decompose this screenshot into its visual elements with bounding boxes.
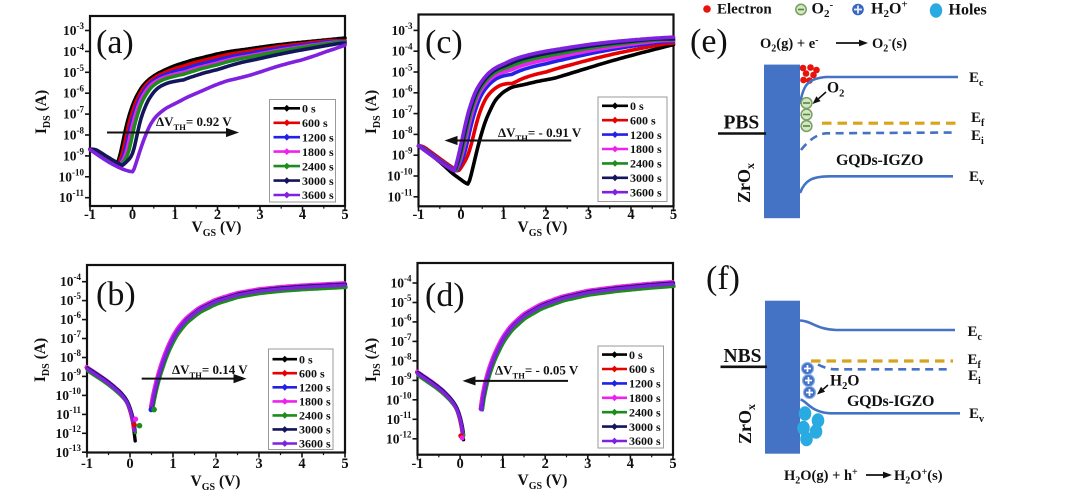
svg-text:3: 3 [256,207,263,223]
svg-text:2: 2 [542,207,549,223]
svg-text:3600 s: 3600 s [302,188,334,202]
svg-text:(a): (a) [96,24,134,61]
svg-text:3: 3 [584,456,591,472]
svg-text:2: 2 [212,456,219,472]
svg-text:(b): (b) [96,276,136,313]
svg-text:IDS (A): IDS (A) [32,338,52,382]
svg-text:3000 s: 3000 s [299,423,331,437]
svg-text:3000 s: 3000 s [630,171,662,185]
svg-text:1800 s: 1800 s [629,391,661,405]
svg-text:VGS (V): VGS (V) [191,473,241,492]
svg-text:ZrOx: ZrOx [734,163,757,203]
svg-text:2400 s: 2400 s [629,405,661,419]
svg-text:2400 s: 2400 s [299,409,331,423]
svg-text:NBS: NBS [724,346,762,367]
svg-text:VGS (V): VGS (V) [192,219,242,239]
svg-text:PBS: PBS [724,113,760,134]
svg-text:(f): (f) [706,260,740,297]
svg-text:2: 2 [542,456,549,472]
svg-text:-1: -1 [412,207,424,223]
svg-text:5: 5 [341,207,348,223]
svg-text:H2O+(s): H2O+(s) [894,467,943,487]
svg-text:-1: -1 [411,456,423,472]
svg-text:1800 s: 1800 s [630,142,662,156]
svg-text:1: 1 [171,207,178,223]
svg-text:1200 s: 1200 s [299,381,331,395]
svg-text:600 s: 600 s [299,366,325,380]
svg-text:2400 s: 2400 s [630,157,662,171]
svg-text:4: 4 [627,207,634,223]
svg-text:1200 s: 1200 s [629,377,661,391]
svg-text:(c): (c) [425,24,463,61]
svg-text:0: 0 [457,207,464,223]
svg-text:H2O+: H2O+ [871,0,908,20]
svg-text:1200 s: 1200 s [302,130,334,144]
svg-text:600 s: 600 s [302,116,328,130]
svg-text:3: 3 [255,456,262,472]
svg-text:4: 4 [299,207,306,223]
svg-text:(e): (e) [690,23,728,60]
svg-text:1200 s: 1200 s [630,128,662,142]
svg-text:2: 2 [214,207,221,223]
svg-text:-1: -1 [84,207,96,223]
svg-text:600 s: 600 s [630,113,656,127]
svg-text:1800 s: 1800 s [299,395,331,409]
svg-text:0: 0 [126,456,133,472]
svg-text:4: 4 [298,456,305,472]
svg-text:GQDs-IGZO: GQDs-IGZO [847,393,934,410]
svg-text:5: 5 [670,207,677,223]
svg-text:1: 1 [500,207,507,223]
svg-text:3000 s: 3000 s [302,174,334,188]
svg-text:Ei: Ei [971,128,984,147]
svg-text:GQDs-IGZO: GQDs-IGZO [836,152,923,169]
svg-text:3600 s: 3600 s [299,437,331,451]
svg-text:H2O(g) + h+: H2O(g) + h+ [784,467,858,487]
svg-text:H2O: H2O [830,373,859,393]
svg-text:0 s: 0 s [630,99,644,113]
svg-text:2400 s: 2400 s [302,159,334,173]
svg-text:Ei: Ei [968,368,981,387]
svg-text:3600 s: 3600 s [630,185,662,199]
svg-text:3600 s: 3600 s [629,434,661,448]
svg-text:Electron: Electron [717,2,772,18]
svg-text:600 s: 600 s [629,362,655,376]
svg-text:ZrOx: ZrOx [735,404,758,444]
svg-text:0 s: 0 s [629,348,643,362]
svg-text:-1: -1 [81,456,93,472]
svg-text:3000 s: 3000 s [629,420,661,434]
svg-text:O2(g) + e-: O2(g) + e- [760,35,818,55]
svg-text:1: 1 [499,456,506,472]
svg-text:4: 4 [627,456,634,472]
svg-text:5: 5 [669,456,676,472]
svg-text:3: 3 [585,207,592,223]
svg-text:0: 0 [456,456,463,472]
svg-text:Holes: Holes [949,2,987,19]
svg-text:(d): (d) [425,277,465,314]
svg-text:0 s: 0 s [299,352,313,366]
svg-text:1800 s: 1800 s [302,145,334,159]
svg-text:5: 5 [341,456,348,472]
svg-text:O2-(s): O2-(s) [872,35,907,55]
svg-text:1: 1 [169,456,176,472]
svg-text:0 s: 0 s [302,102,316,116]
svg-text:0: 0 [129,207,136,223]
